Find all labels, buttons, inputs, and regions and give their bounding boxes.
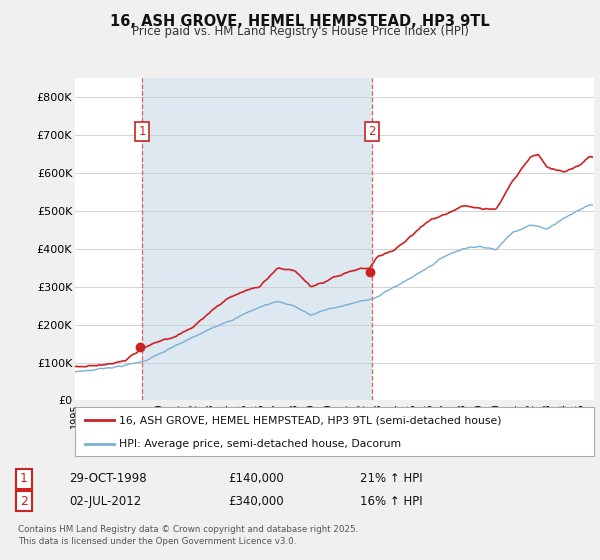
Text: £340,000: £340,000 (228, 494, 284, 508)
Text: £140,000: £140,000 (228, 472, 284, 486)
Text: 29-OCT-1998: 29-OCT-1998 (69, 472, 146, 486)
Point (135, 343, 145, 352)
Point (365, 267, 374, 276)
Text: 2: 2 (20, 494, 28, 508)
Bar (142, 78, 371, 400)
Text: 1: 1 (139, 125, 146, 138)
Text: HPI: Average price, semi-detached house, Dacorum: HPI: Average price, semi-detached house,… (119, 439, 401, 449)
Text: 02-JUL-2012: 02-JUL-2012 (69, 494, 141, 508)
Text: 16, ASH GROVE, HEMEL HEMPSTEAD, HP3 9TL (semi-detached house): 16, ASH GROVE, HEMEL HEMPSTEAD, HP3 9TL … (119, 416, 502, 426)
Text: 16, ASH GROVE, HEMEL HEMPSTEAD, HP3 9TL: 16, ASH GROVE, HEMEL HEMPSTEAD, HP3 9TL (110, 14, 490, 29)
Text: Contains HM Land Registry data © Crown copyright and database right 2025.
This d: Contains HM Land Registry data © Crown c… (18, 525, 358, 546)
Text: 1: 1 (20, 472, 28, 486)
Text: 2: 2 (368, 125, 376, 138)
Text: Price paid vs. HM Land Registry's House Price Index (HPI): Price paid vs. HM Land Registry's House … (131, 25, 469, 38)
Text: 16% ↑ HPI: 16% ↑ HPI (360, 494, 422, 508)
Text: 21% ↑ HPI: 21% ↑ HPI (360, 472, 422, 486)
